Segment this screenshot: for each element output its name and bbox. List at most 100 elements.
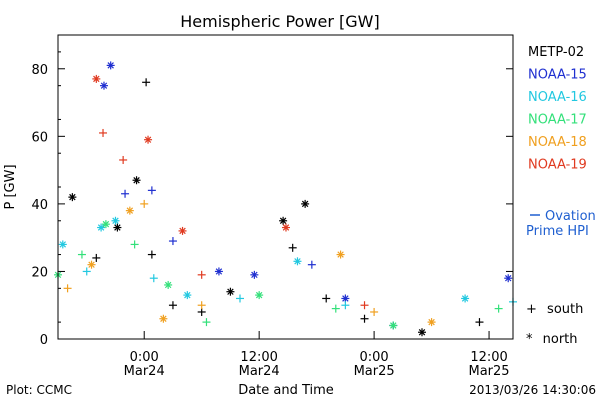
data-point-noaa-17 (331, 304, 340, 313)
data-point-noaa-18 (63, 284, 72, 293)
data-point-metp-02 (132, 176, 141, 185)
plot-credit: Plot: CCMC (6, 383, 72, 397)
ovation-label-line1: Ovation (545, 209, 596, 224)
marker-legend-south-label: south (547, 302, 583, 317)
data-point-metp-02 (142, 78, 151, 87)
x-tick-date-label: Mar25 (354, 364, 395, 379)
x-tick-time-label: 12:00 (240, 350, 277, 365)
data-point-noaa-16 (82, 267, 91, 276)
data-point-noaa-15 (168, 237, 177, 246)
data-point-metp-02 (418, 328, 426, 337)
data-point-metp-02 (68, 193, 77, 202)
legend-item-noaa-17: NOAA-17 (528, 113, 587, 128)
data-point-noaa-16 (183, 291, 192, 300)
data-point-noaa-19 (360, 301, 369, 310)
data-point-noaa-15 (121, 189, 130, 198)
data-point-metp-02 (168, 301, 177, 310)
data-point-noaa-16 (341, 301, 350, 310)
y-axis: 0 20 40 60 80 (31, 51, 513, 348)
data-point-noaa-19 (119, 155, 128, 164)
data-point-noaa-18 (159, 314, 168, 323)
y-tick-label: 60 (31, 130, 48, 145)
x-tick-date-label: Mar25 (469, 364, 510, 379)
data-point-metp-02 (301, 199, 310, 208)
data-point-noaa-18 (336, 250, 345, 259)
data-point-noaa-19 (99, 128, 108, 137)
data-point-noaa-16 (111, 216, 120, 225)
marker-legend-north: * north (526, 332, 578, 347)
data-point-metp-02 (147, 250, 156, 259)
data-point-noaa-15 (307, 260, 316, 269)
legend-item-metp-02: METP-02 (528, 45, 584, 60)
data-point-metp-02 (475, 318, 484, 327)
data-point-noaa-17 (164, 280, 173, 289)
marker-legend-south-symbol: + (526, 302, 537, 317)
data-point-noaa-19 (281, 223, 290, 232)
legend-item-noaa-19: NOAA-19 (528, 158, 587, 173)
data-point-noaa-19 (197, 270, 206, 279)
data-point-noaa-19 (92, 74, 101, 83)
x-tick-time-label: 0:00 (130, 350, 159, 365)
x-axis-label: Date and Time (238, 383, 334, 398)
data-point-noaa-18 (427, 318, 436, 327)
data-point-noaa-15 (147, 186, 156, 195)
data-point-noaa-15 (250, 270, 259, 279)
legend-item-noaa-16: NOAA-16 (528, 90, 587, 105)
data-point-metp-02 (360, 314, 369, 323)
ovation-legend: Ovation Prime HPI (526, 209, 596, 239)
series-legend: METP-02 NOAA-15 NOAA-16 NOAA-17 NOAA-18 NOAA-… (528, 45, 587, 173)
marker-legend-north-label: north (543, 332, 578, 347)
data-point-noaa-15 (99, 81, 108, 90)
data-point-noaa-16 (236, 294, 244, 303)
y-tick-label: 0 (40, 333, 48, 348)
x-tick-time-label: 12:00 (470, 350, 507, 365)
data-point-metp-02 (113, 223, 122, 232)
marker-legend: + south * north (526, 302, 583, 347)
legend-item-noaa-15: NOAA-15 (528, 68, 587, 83)
data-point-noaa-18 (140, 199, 149, 208)
x-tick-time-label: 0:00 (360, 350, 389, 365)
data-point-noaa-16 (149, 274, 158, 283)
data-point-noaa-18 (197, 301, 206, 310)
data-point-noaa-15 (504, 274, 513, 283)
marker-legend-south: + south (526, 302, 583, 317)
data-point-noaa-17 (101, 220, 110, 229)
data-point-metp-02 (279, 216, 288, 225)
y-tick-label: 20 (31, 265, 48, 280)
data-point-metp-02 (322, 294, 331, 303)
data-point-noaa-17 (130, 240, 139, 249)
data-point-noaa-16 (293, 257, 302, 266)
data-point-noaa-18 (87, 260, 96, 269)
data-point-noaa-16 (461, 294, 470, 303)
data-point-noaa-16 (97, 223, 106, 232)
legend-item-noaa-18: NOAA-18 (528, 135, 587, 150)
x-tick-date-label: Mar24 (124, 364, 165, 379)
data-point-noaa-17 (77, 250, 86, 259)
marker-legend-north-symbol: * (526, 332, 533, 347)
plot-area (54, 61, 517, 337)
data-point-noaa-15 (214, 267, 223, 276)
data-point-noaa-15 (106, 61, 115, 70)
data-point-noaa-17 (202, 318, 211, 327)
plot-frame (57, 34, 514, 340)
data-point-noaa-19 (144, 135, 153, 144)
x-tick-date-label: Mar24 (239, 364, 280, 379)
data-point-noaa-18 (370, 307, 379, 316)
chart-title: Hemispheric Power [GW] (180, 12, 379, 31)
data-point-noaa-16 (58, 240, 67, 249)
data-point-metp-02 (197, 307, 206, 316)
data-point-metp-02 (288, 243, 297, 252)
y-tick-label: 80 (31, 63, 48, 78)
data-point-noaa-18 (125, 206, 134, 215)
data-point-metp-02 (226, 287, 235, 296)
ovation-label-line2: Prime HPI (526, 224, 589, 239)
y-tick-label: 40 (31, 198, 48, 213)
data-point-noaa-17 (494, 304, 503, 313)
data-point-noaa-17 (389, 321, 398, 330)
data-point-noaa-19 (178, 226, 187, 235)
plot-timestamp: 2013/03/26 14:30:06 (469, 383, 596, 397)
y-axis-label: P [GW] (3, 164, 18, 209)
data-point-noaa-17 (255, 291, 264, 300)
